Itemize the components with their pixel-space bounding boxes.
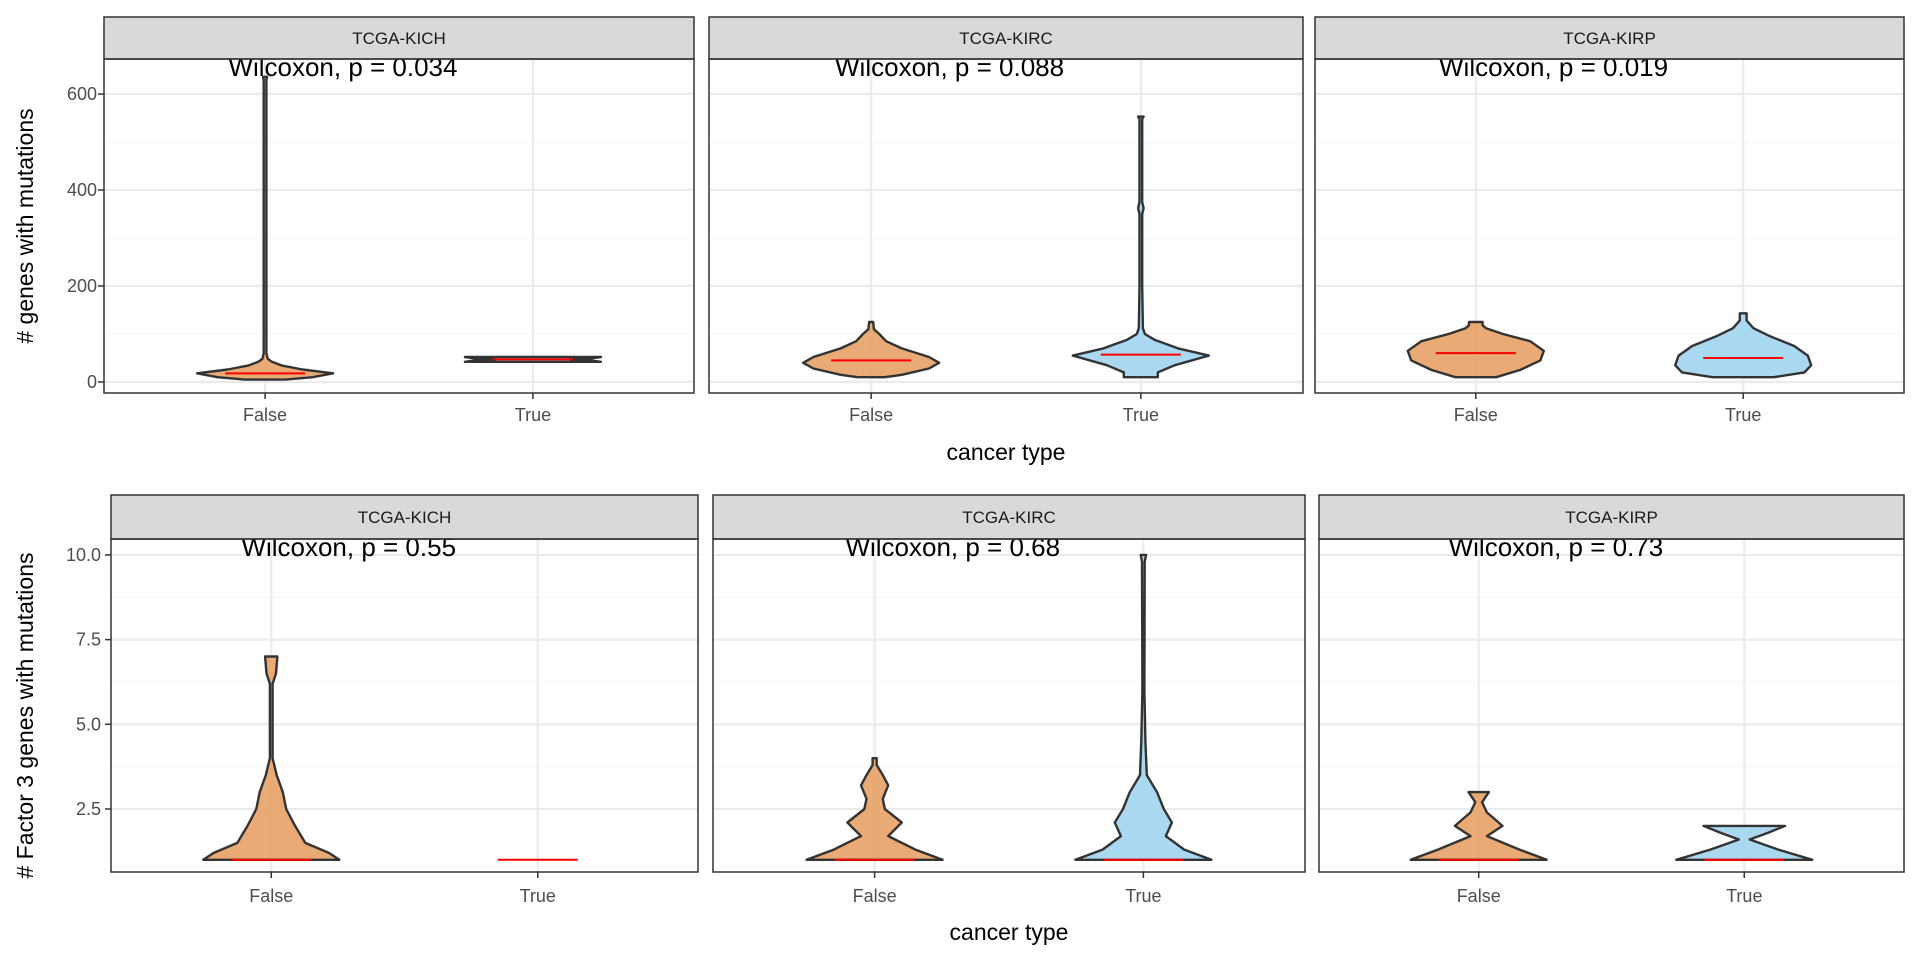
x-tick-label-true: True xyxy=(1123,405,1159,425)
x-tick-label-false: False xyxy=(853,886,897,906)
y-axis-title: # Factor 3 genes with mutations xyxy=(12,553,38,879)
violin-false xyxy=(805,757,944,861)
violin-false xyxy=(1409,790,1548,861)
x-tick-label-false: False xyxy=(849,405,893,425)
y-tick-label: 5.0 xyxy=(76,714,101,734)
x-axis-title: cancer type xyxy=(950,919,1069,945)
y-tick-label: 0 xyxy=(87,372,97,392)
y-tick-label: 10.0 xyxy=(66,545,101,565)
violin-true xyxy=(1674,312,1813,379)
panel-background xyxy=(709,59,1303,393)
x-tick-label-true: True xyxy=(515,405,551,425)
facet-strip-label: TCGA-KIRC xyxy=(959,29,1053,48)
facet-strip xyxy=(712,494,1306,540)
panel-background xyxy=(713,539,1305,872)
y-tick-label: 200 xyxy=(67,276,97,296)
x-tick-label-true: True xyxy=(1125,886,1161,906)
y-tick-label: 7.5 xyxy=(76,630,101,650)
panel-border xyxy=(712,538,1306,873)
violin-false xyxy=(195,75,335,381)
panel-border xyxy=(708,58,1304,394)
violin-true xyxy=(1675,824,1814,861)
panel-border xyxy=(1314,58,1905,394)
panel-background xyxy=(111,539,698,872)
x-tick-label-true: True xyxy=(520,886,556,906)
panel-background xyxy=(104,59,694,393)
facet-strip xyxy=(110,494,699,540)
facet-strip-label: TCGA-KICH xyxy=(358,508,452,527)
x-tick-label-true: True xyxy=(1726,886,1762,906)
facet-strip-label: TCGA-KIRC xyxy=(962,508,1056,527)
violin-false xyxy=(802,320,941,379)
y-tick-label: 2.5 xyxy=(76,799,101,819)
panel-border xyxy=(1318,538,1905,873)
facet-strip-label: TCGA-KICH xyxy=(352,29,446,48)
panel-background xyxy=(1319,539,1904,872)
x-tick-label-false: False xyxy=(249,886,293,906)
panel-background xyxy=(1315,59,1904,393)
x-tick-label-false: False xyxy=(1457,886,1501,906)
facet-strip xyxy=(708,16,1304,60)
panel-border xyxy=(103,58,695,394)
panel-border xyxy=(110,538,699,873)
x-tick-label-true: True xyxy=(1725,405,1761,425)
y-axis-title: # genes with mutations xyxy=(12,108,38,343)
facet-strip-label: TCGA-KIRP xyxy=(1565,508,1658,527)
violin-true xyxy=(1071,115,1210,379)
x-tick-label-false: False xyxy=(1454,405,1498,425)
facet-strip xyxy=(1314,16,1905,60)
y-tick-label: 600 xyxy=(67,84,97,104)
y-tick-label: 400 xyxy=(67,180,97,200)
violin-true xyxy=(1074,553,1213,861)
violin-false xyxy=(1406,320,1545,379)
x-axis-title: cancer type xyxy=(947,439,1066,465)
violin-false xyxy=(202,655,341,861)
facet-strip xyxy=(103,16,695,60)
x-tick-label-false: False xyxy=(243,405,287,425)
facet-strip-label: TCGA-KIRP xyxy=(1563,29,1656,48)
